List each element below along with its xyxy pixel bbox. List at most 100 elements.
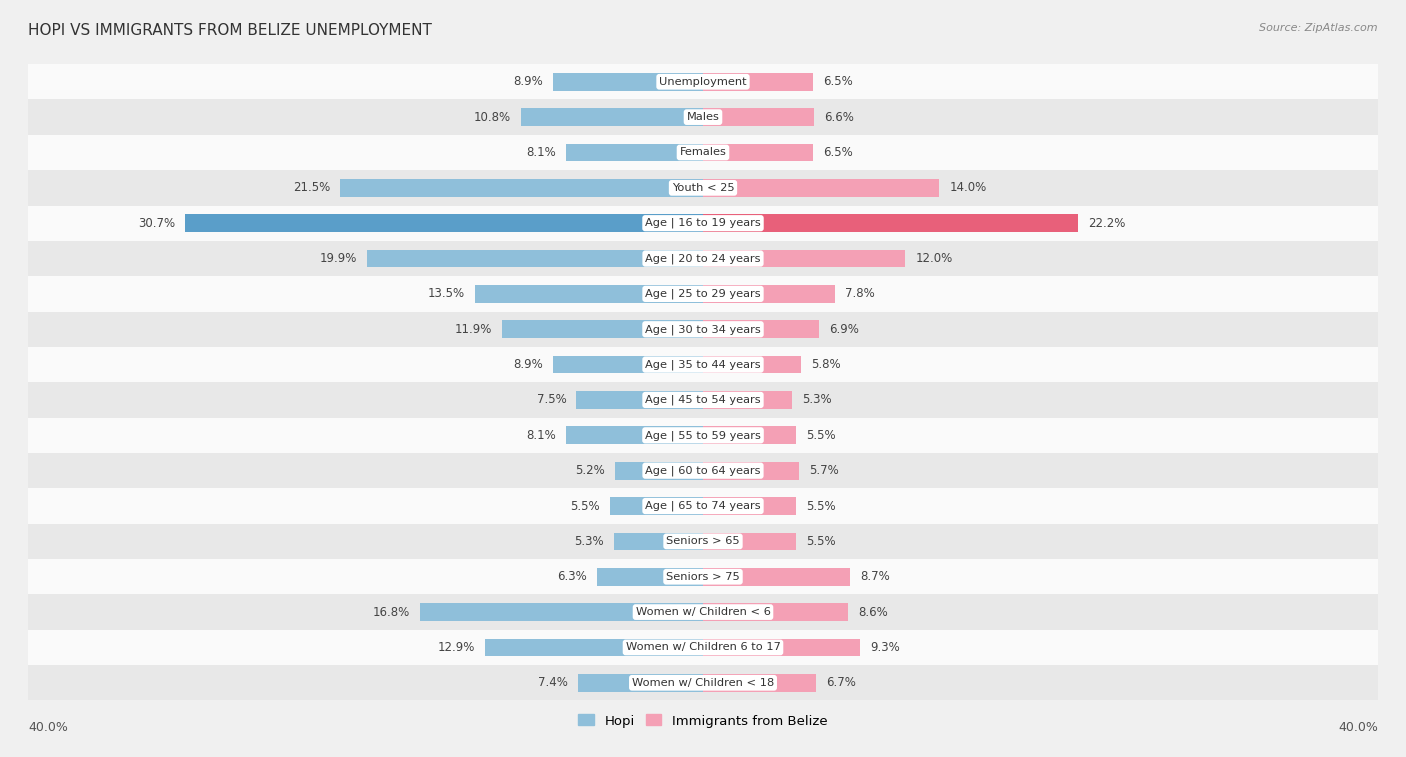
Bar: [703, 674, 815, 692]
Bar: [703, 568, 849, 586]
Bar: [596, 568, 703, 586]
Text: Seniors > 75: Seniors > 75: [666, 572, 740, 581]
Text: 8.1%: 8.1%: [526, 146, 557, 159]
Text: 11.9%: 11.9%: [454, 322, 492, 336]
Text: 6.6%: 6.6%: [824, 111, 855, 123]
Bar: [28, 488, 1378, 524]
Text: 7.8%: 7.8%: [845, 288, 875, 301]
Legend: Hopi, Immigrants from Belize: Hopi, Immigrants from Belize: [574, 709, 832, 733]
Bar: [567, 426, 703, 444]
Text: HOPI VS IMMIGRANTS FROM BELIZE UNEMPLOYMENT: HOPI VS IMMIGRANTS FROM BELIZE UNEMPLOYM…: [28, 23, 432, 38]
Bar: [576, 391, 703, 409]
Bar: [703, 320, 820, 338]
Text: Age | 30 to 34 years: Age | 30 to 34 years: [645, 324, 761, 335]
Bar: [28, 205, 1378, 241]
Bar: [703, 250, 905, 267]
Text: Age | 20 to 24 years: Age | 20 to 24 years: [645, 254, 761, 263]
Bar: [28, 382, 1378, 418]
Text: Age | 25 to 29 years: Age | 25 to 29 years: [645, 288, 761, 299]
Text: 5.5%: 5.5%: [806, 535, 835, 548]
Text: Women w/ Children 6 to 17: Women w/ Children 6 to 17: [626, 643, 780, 653]
Text: 19.9%: 19.9%: [319, 252, 357, 265]
Text: 30.7%: 30.7%: [138, 217, 174, 229]
Bar: [703, 462, 799, 479]
Bar: [616, 462, 703, 479]
Text: 5.5%: 5.5%: [571, 500, 600, 512]
Bar: [28, 170, 1378, 205]
Bar: [703, 214, 1077, 232]
Bar: [553, 73, 703, 91]
Text: 12.9%: 12.9%: [437, 641, 475, 654]
Bar: [703, 108, 814, 126]
Text: 6.9%: 6.9%: [830, 322, 859, 336]
Text: 5.5%: 5.5%: [806, 428, 835, 442]
Bar: [419, 603, 703, 621]
Text: 8.9%: 8.9%: [513, 75, 543, 89]
Bar: [520, 108, 703, 126]
Bar: [28, 64, 1378, 99]
Bar: [28, 276, 1378, 312]
Bar: [703, 285, 835, 303]
Bar: [553, 356, 703, 373]
Bar: [28, 312, 1378, 347]
Text: 5.5%: 5.5%: [806, 500, 835, 512]
Bar: [28, 524, 1378, 559]
Text: 40.0%: 40.0%: [28, 721, 67, 734]
Text: Age | 60 to 64 years: Age | 60 to 64 years: [645, 466, 761, 476]
Bar: [703, 179, 939, 197]
Text: 8.9%: 8.9%: [513, 358, 543, 371]
Text: 7.5%: 7.5%: [537, 394, 567, 407]
Text: Age | 55 to 59 years: Age | 55 to 59 years: [645, 430, 761, 441]
Bar: [186, 214, 703, 232]
Text: Seniors > 65: Seniors > 65: [666, 537, 740, 547]
Text: 12.0%: 12.0%: [915, 252, 953, 265]
Text: 5.7%: 5.7%: [810, 464, 839, 477]
Text: 8.1%: 8.1%: [526, 428, 557, 442]
Bar: [703, 73, 813, 91]
Text: 22.2%: 22.2%: [1088, 217, 1125, 229]
Text: Age | 16 to 19 years: Age | 16 to 19 years: [645, 218, 761, 229]
Text: 14.0%: 14.0%: [949, 182, 987, 195]
Text: Women w/ Children < 18: Women w/ Children < 18: [631, 678, 775, 688]
Text: 6.5%: 6.5%: [823, 146, 852, 159]
Bar: [28, 630, 1378, 665]
Text: 40.0%: 40.0%: [1339, 721, 1378, 734]
Bar: [28, 99, 1378, 135]
Text: Youth < 25: Youth < 25: [672, 183, 734, 193]
Bar: [613, 532, 703, 550]
Bar: [703, 144, 813, 161]
Text: 6.7%: 6.7%: [827, 676, 856, 690]
Bar: [28, 347, 1378, 382]
Text: 7.4%: 7.4%: [538, 676, 568, 690]
Bar: [28, 453, 1378, 488]
Bar: [578, 674, 703, 692]
Bar: [28, 559, 1378, 594]
Text: 9.3%: 9.3%: [870, 641, 900, 654]
Text: Age | 45 to 54 years: Age | 45 to 54 years: [645, 394, 761, 405]
Bar: [28, 418, 1378, 453]
Text: 6.5%: 6.5%: [823, 75, 852, 89]
Text: Source: ZipAtlas.com: Source: ZipAtlas.com: [1260, 23, 1378, 33]
Bar: [340, 179, 703, 197]
Text: Age | 35 to 44 years: Age | 35 to 44 years: [645, 360, 761, 370]
Bar: [567, 144, 703, 161]
Text: 8.6%: 8.6%: [858, 606, 889, 618]
Text: Unemployment: Unemployment: [659, 76, 747, 87]
Bar: [28, 665, 1378, 700]
Text: 16.8%: 16.8%: [373, 606, 409, 618]
Bar: [703, 532, 796, 550]
Bar: [703, 603, 848, 621]
Text: Age | 65 to 74 years: Age | 65 to 74 years: [645, 501, 761, 511]
Bar: [28, 135, 1378, 170]
Text: Women w/ Children < 6: Women w/ Children < 6: [636, 607, 770, 617]
Text: 13.5%: 13.5%: [427, 288, 465, 301]
Text: 21.5%: 21.5%: [292, 182, 330, 195]
Bar: [703, 497, 796, 515]
Bar: [367, 250, 703, 267]
Text: Females: Females: [679, 148, 727, 157]
Text: 5.8%: 5.8%: [811, 358, 841, 371]
Bar: [610, 497, 703, 515]
Bar: [28, 241, 1378, 276]
Text: 10.8%: 10.8%: [474, 111, 510, 123]
Text: Males: Males: [686, 112, 720, 122]
